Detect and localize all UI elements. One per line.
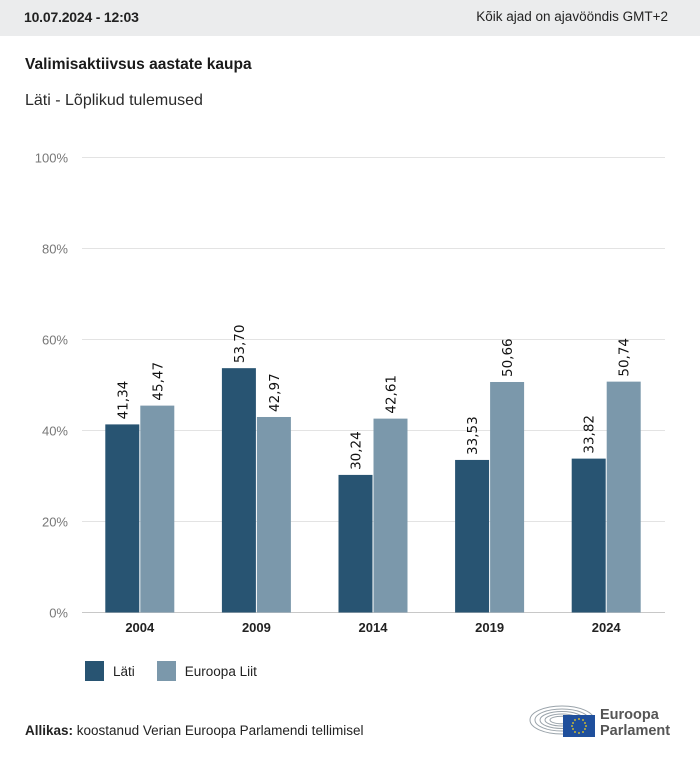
timestamp: 10.07.2024 - 12:03 [24,9,139,25]
data-label: 42,97 [267,373,283,412]
bar-lati-2009 [221,368,256,613]
chart-subtitle: Läti - Lõplikud tulemused [25,92,203,109]
data-label: 41,34 [115,381,131,420]
y-tick-label: 80% [42,242,68,257]
top-bar: 10.07.2024 - 12:03 Kõik ajad on ajavöönd… [0,0,700,36]
y-axis-ticks: 0% 20% 40% 60% 80% 100% [35,151,69,621]
data-label: 33,82 [582,415,598,454]
logo-text: Euroopa Parlament [600,707,671,739]
data-labels: 41,34 45,47 53,70 42,97 30,24 42,61 33,53 50,66… [115,325,632,470]
european-parliament-logo: Euroopa Parlament [528,700,678,742]
bar-chart: 0% 20% 40% 60% 80% 100% 41,34 45,47 53,70 42,97 3… [35,151,665,635]
legend-swatch-eu [156,661,176,681]
legend: Läti Euroopa Liit [85,661,279,681]
x-tick-label: 2014 [359,620,389,635]
data-label: 50,66 [500,338,516,377]
data-label: 42,61 [384,375,400,414]
bar-eu-2024 [606,381,641,613]
x-tick-label: 2009 [242,620,271,635]
bar-eu-2019 [490,381,525,613]
x-tick-label: 2024 [592,620,622,635]
y-tick-label: 20% [42,515,68,530]
source-note: Allikas: koostanud Verian Euroopa Parlam… [25,723,363,738]
bar-lati-2014 [338,474,373,613]
data-label: 45,47 [150,362,166,401]
x-tick-label: 2019 [475,620,504,635]
bar-eu-2009 [256,416,291,613]
timezone-note: Kõik ajad on ajavööndis GMT+2 [476,9,668,24]
eu-flag-icon [563,715,595,737]
legend-label: Euroopa Liit [184,663,257,679]
data-label: 30,24 [349,431,365,470]
source-text: koostanud Verian Euroopa Parlamendi tell… [73,723,364,738]
y-tick-label: 0% [49,606,68,621]
data-label: 33,53 [465,416,481,455]
hemicycle-icon [529,705,595,737]
bar-lati-2019 [455,459,490,613]
y-tick-label: 60% [42,333,68,348]
chart-title: Valimisaktiivsus aastate kaupa [25,56,252,73]
y-tick-label: 100% [35,151,69,166]
legend-item-lati: Läti [85,661,135,681]
data-label: 53,70 [232,325,248,364]
y-tick-label: 40% [42,424,68,439]
legend-swatch-lati [85,661,104,681]
bars [105,368,641,613]
bar-eu-2004 [140,405,175,613]
legend-label: Läti [113,663,135,679]
x-tick-label: 2004 [125,620,155,635]
data-label: 50,74 [617,338,633,377]
source-label: Allikas: [25,723,74,738]
x-axis-ticks: 2004 2009 2014 2019 2024 [125,620,621,635]
bar-lati-2024 [571,458,606,613]
bar-eu-2014 [373,418,408,613]
legend-item-eu: Euroopa Liit [156,661,257,681]
bar-lati-2004 [105,424,140,613]
